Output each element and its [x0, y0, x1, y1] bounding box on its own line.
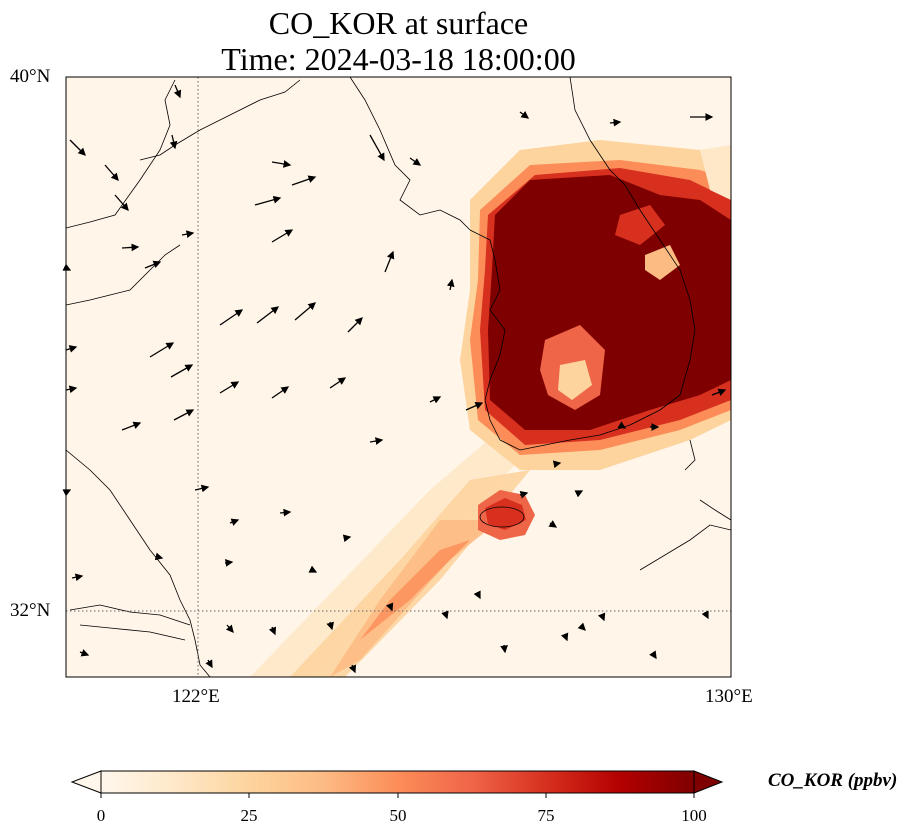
- map-subtitle-time: Time: 2024-03-18 18:00:00: [221, 41, 576, 77]
- wind-arrow: [500, 644, 508, 654]
- wind-arrow: [577, 622, 586, 631]
- colorbar-tick-label: 0: [96, 806, 106, 825]
- wind-arrow: [225, 624, 234, 633]
- wind-arrow: [271, 160, 292, 168]
- wind-arrow: [114, 194, 129, 211]
- wind-arrow: [181, 230, 195, 238]
- wind-arrow: [268, 626, 277, 636]
- lat-tick-label: 40°N: [10, 66, 51, 87]
- colorbar-tick-label: 50: [389, 806, 407, 825]
- wind-arrow: [348, 664, 357, 674]
- lat-tick-label: 32°N: [10, 600, 51, 621]
- colorbar-gradient: [101, 771, 694, 793]
- wind-arrow: [219, 309, 244, 326]
- wind-arrow: [329, 377, 347, 389]
- wind-arrow: [308, 565, 318, 573]
- wind-arrow: [173, 84, 182, 99]
- wind-arrow: [149, 342, 175, 358]
- wind-arrow: [617, 421, 627, 429]
- wind-arrow: [62, 263, 72, 271]
- colorbar-tick-label: 100: [681, 806, 707, 825]
- wind-arrow: [121, 243, 140, 252]
- wind-arrow: [271, 229, 294, 243]
- wind-arrow: [609, 118, 622, 127]
- wind-arrow: [342, 534, 352, 543]
- wind-arrow: [256, 306, 280, 324]
- wind-arrow: [701, 610, 709, 620]
- wind-arrow: [62, 489, 72, 497]
- wind-arrow: [429, 396, 442, 404]
- colorbar-extend-max: [693, 770, 724, 794]
- wind-arrow: [173, 409, 195, 421]
- wind-arrow: [711, 388, 727, 396]
- wind-arrow: [369, 437, 384, 445]
- coastlines: [66, 77, 731, 677]
- wind-arrow: [384, 250, 395, 273]
- wind-arrow: [205, 659, 213, 669]
- wind-vectors: [62, 84, 727, 674]
- wind-arrow: [69, 139, 86, 156]
- wind-arrow: [271, 386, 290, 399]
- wind-arrow: [254, 195, 282, 206]
- wind-arrow: [385, 602, 394, 612]
- wind-arrow: [170, 364, 194, 378]
- wind-arrow: [65, 345, 78, 353]
- wind-arrow: [169, 134, 178, 150]
- wind-arrow: [519, 110, 530, 119]
- wind-arrow: [552, 460, 562, 469]
- wind-arrow: [597, 612, 606, 622]
- wind-arrow: [279, 508, 292, 517]
- wind-arrow: [104, 164, 119, 181]
- wind-arrow: [65, 385, 78, 394]
- wind-arrow: [473, 590, 481, 600]
- wind-arrow: [574, 490, 584, 498]
- map-title: CO_KOR at surface: [268, 5, 529, 41]
- wind-arrow: [560, 632, 569, 642]
- colorbar-tick-label: 75: [537, 806, 555, 825]
- wind-arrow: [548, 520, 558, 528]
- concentration-field: [250, 140, 731, 677]
- wind-arrow: [121, 421, 142, 431]
- wind-arrow: [79, 649, 90, 657]
- wind-arrow: [154, 552, 164, 561]
- lon-tick-label: 122°E: [172, 686, 220, 707]
- wind-arrow: [465, 402, 484, 411]
- wind-arrow: [347, 317, 363, 333]
- wind-arrow: [294, 302, 316, 321]
- wind-arrow: [441, 610, 449, 620]
- map-frame: [65, 76, 732, 678]
- wind-arrow: [446, 278, 455, 291]
- wind-arrow: [144, 260, 162, 269]
- wind-arrow: [219, 381, 240, 394]
- wind-arrow: [291, 175, 317, 186]
- wind-arrow: [229, 518, 240, 526]
- wind-arrow: [224, 559, 234, 567]
- wind-arrow: [71, 573, 84, 582]
- colorbar-extend-min: [70, 770, 102, 794]
- wind-arrow: [369, 134, 385, 162]
- wind-arrow: [409, 157, 422, 166]
- wind-arrow: [519, 491, 529, 499]
- colorbar-tick-label: 25: [240, 806, 258, 825]
- wind-arrow: [194, 484, 210, 493]
- lon-tick-label: 130°E: [705, 686, 753, 707]
- wind-arrow: [649, 650, 657, 660]
- wind-arrow: [326, 621, 334, 631]
- gridlines: [66, 77, 731, 677]
- colorbar-label: CO_KOR (ppbv): [768, 770, 898, 791]
- colorbar: [70, 770, 724, 798]
